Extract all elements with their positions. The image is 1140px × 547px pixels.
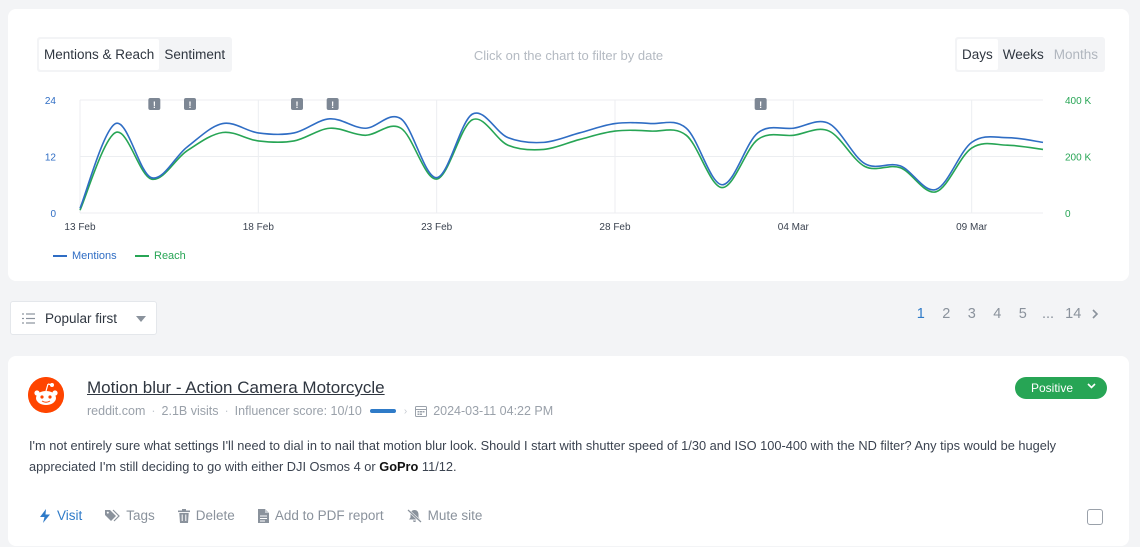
mute-site-button[interactable]: Mute site: [406, 508, 483, 523]
page-4[interactable]: 4: [993, 306, 1002, 322]
alert-marker-symbol: !: [153, 100, 156, 110]
mention-source: reddit.com: [87, 404, 146, 418]
alert-marker[interactable]: !: [148, 98, 161, 110]
alert-marker-symbol: !: [296, 100, 299, 110]
visit-label: Visit: [57, 508, 83, 523]
x-tick-label: 28 Feb: [599, 222, 631, 233]
mention-title-link[interactable]: Motion blur - Action Camera Motorcycle: [87, 378, 385, 397]
pagination-ellipsis: ...: [1041, 306, 1055, 322]
add-to-pdf-label: Add to PDF report: [274, 508, 384, 523]
reddit-logo-icon: [28, 377, 64, 413]
influencer-score-bar: [369, 409, 396, 413]
mention-date: 2024-03-11 04:22 PM: [433, 404, 554, 418]
alert-marker-box: [326, 98, 339, 110]
mentions-series-line: [79, 112, 1044, 209]
mention-text-part: 11/12.: [418, 459, 457, 474]
y-right-tick-label: 0: [1065, 209, 1071, 220]
legend-reach[interactable]: Reach: [135, 250, 186, 262]
lightning-icon: [40, 508, 50, 523]
add-to-pdf-button[interactable]: Add to PDF report: [257, 508, 384, 523]
meta-separator: ·: [151, 404, 156, 418]
reach-series-line: [79, 118, 1044, 211]
alert-marker-box: [291, 98, 303, 110]
meta-separator: ·: [224, 404, 229, 418]
alert-marker[interactable]: !: [754, 98, 767, 110]
delete-button[interactable]: Delete: [177, 508, 235, 523]
mention-text: I'm not entirely sure what settings I'll…: [29, 435, 1109, 477]
y-left-tick-label: 0: [50, 209, 56, 220]
legend-reach-label: Reach: [154, 250, 186, 262]
mentions-reach-chart[interactable]: 0 0 12 200 K 24 400 K 13 Feb 18 Feb 23 Feb 28 Feb…: [8, 9, 1129, 281]
influencer-score: Influencer score: 10/10: [234, 404, 362, 418]
mute-bell-icon: [406, 508, 422, 523]
chevron-down-icon: [1087, 383, 1096, 389]
sort-label: Popular first: [45, 310, 118, 326]
sort-list-icon: [22, 312, 35, 324]
y-left-tick-label: 12: [45, 153, 57, 164]
page-last[interactable]: 14: [1065, 306, 1082, 322]
tag-icon: [105, 509, 121, 522]
mute-site-label: Mute site: [427, 508, 483, 523]
period-months: Months: [1053, 47, 1099, 62]
chart-card: Mentions & Reach Sentiment Click on the …: [8, 9, 1129, 281]
page-3[interactable]: 3: [967, 306, 976, 322]
sort-dropdown[interactable]: Popular first: [10, 301, 157, 335]
mention-keyword: GoPro: [379, 459, 419, 474]
tab-mentions-reach[interactable]: Mentions & Reach: [39, 39, 160, 70]
chevron-down-icon: [136, 316, 146, 322]
trash-icon: [177, 508, 190, 523]
x-tick-label: 13 Feb: [64, 222, 96, 233]
chart-hint: Click on the chart to filter by date: [473, 48, 664, 63]
mention-text-part: I'm not entirely sure what settings I'll…: [29, 438, 1057, 474]
tags-label: Tags: [126, 508, 155, 523]
delete-label: Delete: [195, 508, 235, 523]
legend-mentions[interactable]: Mentions: [53, 250, 117, 262]
alert-marker-box: [754, 98, 767, 110]
alert-marker-symbol: !: [759, 100, 762, 110]
period-toggle: Days Weeks Months: [955, 37, 1106, 72]
x-tick-label: 09 Mar: [956, 222, 988, 233]
calendar-icon: [415, 406, 428, 417]
alert-marker-symbol: !: [189, 100, 192, 110]
page-1[interactable]: 1: [916, 306, 925, 322]
document-icon: [257, 508, 269, 523]
tags-button[interactable]: Tags: [105, 508, 155, 523]
mention-visits: 2.1B visits: [161, 404, 219, 418]
mentions-swatch: [53, 255, 67, 257]
y-right-tick-label: 200 K: [1065, 153, 1091, 164]
page-5[interactable]: 5: [1018, 306, 1027, 322]
y-right-tick-label: 400 K: [1065, 96, 1091, 107]
alert-marker-box: [148, 98, 161, 110]
x-tick-label: 18 Feb: [243, 222, 275, 233]
alert-marker[interactable]: !: [184, 98, 196, 110]
period-weeks[interactable]: Weeks: [1002, 47, 1044, 62]
x-tick-label: 23 Feb: [421, 222, 453, 233]
y-left-tick-label: 24: [45, 96, 57, 107]
metric-toggle: Mentions & Reach Sentiment: [37, 37, 233, 72]
tab-sentiment[interactable]: Sentiment: [164, 47, 226, 62]
visit-button[interactable]: Visit: [39, 508, 82, 523]
alert-marker-box: [184, 98, 196, 110]
mention-card: Motion blur - Action Camera Motorcycle r…: [8, 356, 1129, 546]
meta-chevron-icon: ›: [403, 405, 408, 417]
legend-mentions-label: Mentions: [72, 250, 117, 262]
select-mention-checkbox[interactable]: [1087, 509, 1103, 525]
page-2[interactable]: 2: [942, 306, 951, 322]
mention-actions: Visit Tags Delete Add to PDF report Mute…: [39, 508, 505, 523]
alert-marker-symbol: !: [331, 100, 334, 110]
reach-swatch: [135, 255, 149, 257]
x-tick-label: 04 Mar: [778, 222, 810, 233]
sentiment-label: Positive: [1031, 381, 1074, 395]
pagination: 1 2 3 4 5 ... 14: [908, 306, 1102, 322]
alert-marker[interactable]: !: [291, 98, 303, 110]
alert-marker[interactable]: !: [326, 98, 339, 110]
mention-meta: reddit.com · 2.1B visits · Influencer sc…: [87, 404, 553, 418]
sentiment-dropdown[interactable]: Positive: [1015, 377, 1107, 399]
chevron-right-icon[interactable]: [1088, 307, 1102, 321]
period-days[interactable]: Days: [957, 39, 998, 70]
